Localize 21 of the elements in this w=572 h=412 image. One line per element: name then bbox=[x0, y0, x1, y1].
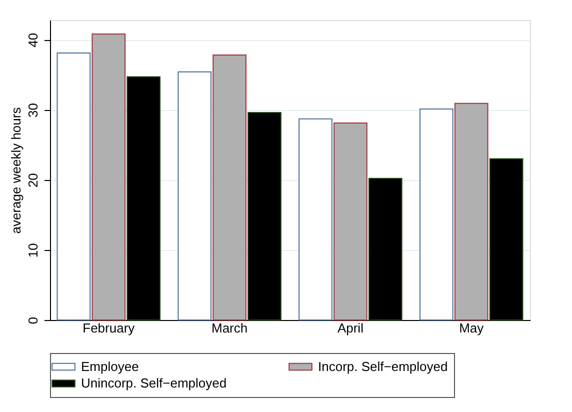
legend-label: Incorp. Self−employed bbox=[318, 358, 448, 374]
bar bbox=[178, 71, 212, 320]
x-tick-label: February bbox=[82, 320, 136, 336]
legend-label: Employee bbox=[81, 358, 139, 374]
bar bbox=[298, 118, 332, 320]
x-tick-label: March bbox=[211, 320, 248, 336]
bar bbox=[419, 108, 454, 320]
bar bbox=[454, 102, 488, 320]
x-tick-label: May bbox=[459, 320, 484, 336]
bar bbox=[56, 52, 91, 320]
x-tick-label: April bbox=[337, 320, 364, 336]
bar bbox=[92, 34, 126, 320]
y-tick-label: 10 bbox=[26, 243, 40, 258]
y-tick-label: 20 bbox=[26, 173, 40, 188]
y-tick-label: 0 bbox=[26, 316, 40, 324]
y-axis-title: average weekly hours bbox=[8, 106, 24, 234]
legend-label: Unincorp. Self−employed bbox=[81, 376, 227, 390]
y-tick-label: 40 bbox=[26, 32, 40, 48]
bar bbox=[212, 54, 246, 320]
y-tick-label: 30 bbox=[26, 102, 40, 118]
bar bbox=[334, 122, 368, 320]
